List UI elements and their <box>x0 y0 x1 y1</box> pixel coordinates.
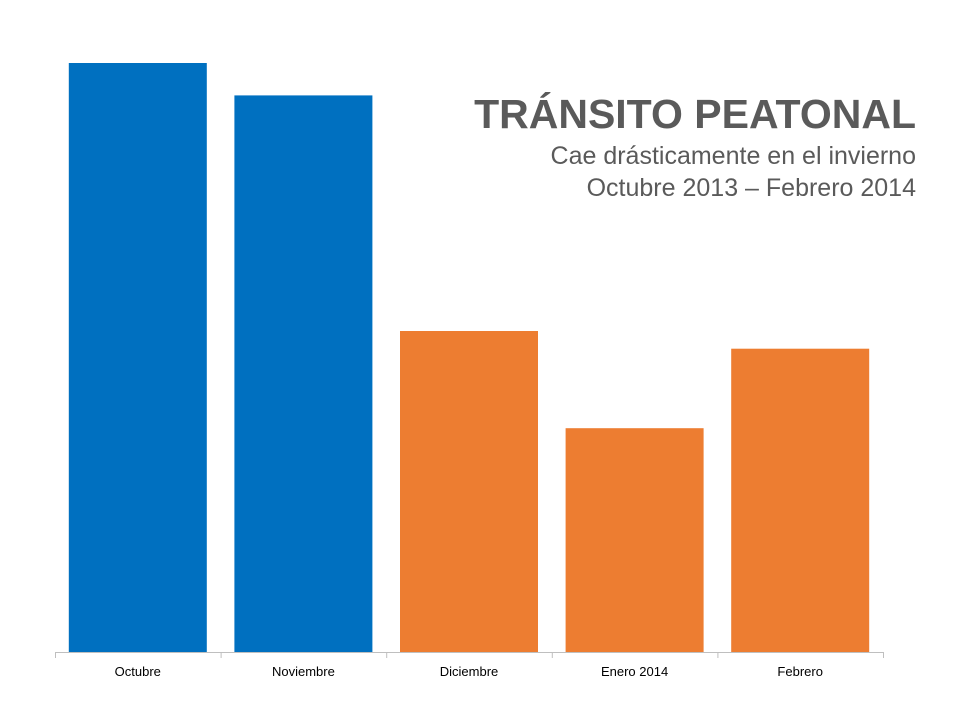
x-tick-label: Febrero <box>777 664 823 679</box>
bar-febrero <box>731 348 870 652</box>
chart-subtitle-1: Cae drásticamente en el invierno <box>550 142 916 170</box>
x-tick-label: Octubre <box>115 664 161 679</box>
chart-subtitle-2: Octubre 2013 – Febrero 2014 <box>586 174 916 202</box>
x-axis <box>55 652 884 658</box>
bar-diciembre <box>400 331 538 652</box>
x-tick-label: Enero 2014 <box>601 664 668 679</box>
bar-octubre <box>68 63 207 652</box>
bar-noviembre <box>234 95 373 652</box>
bars <box>68 63 870 652</box>
x-tick-label: Noviembre <box>272 664 335 679</box>
chart-titles: TRÁNSITO PEATONAL Cae drásticamente en e… <box>474 88 916 204</box>
x-tick-labels: Octubre Noviembre Diciembre Enero 2014 Febre… <box>115 664 823 679</box>
bar-enero-2014 <box>565 428 704 652</box>
x-tick-label: Diciembre <box>440 664 499 679</box>
chart-title: TRÁNSITO PEATONAL <box>474 91 916 137</box>
